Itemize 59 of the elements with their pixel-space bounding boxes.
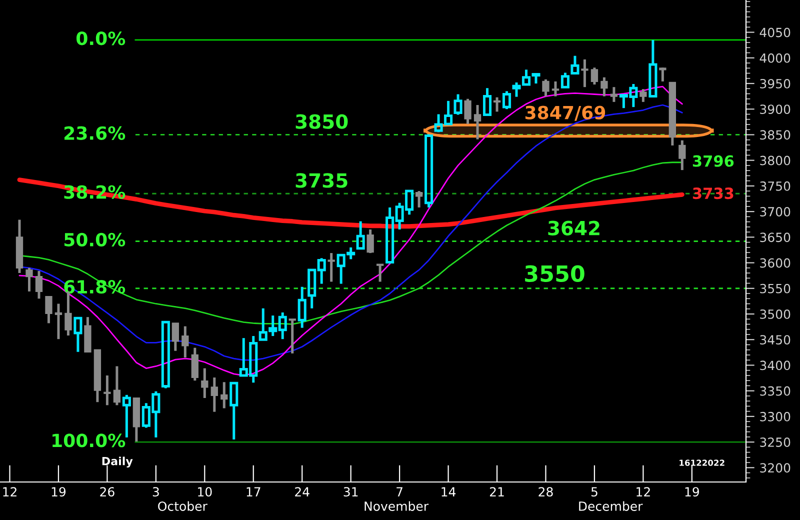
annotation: 23.6%: [64, 126, 126, 140]
y-tick-label: 3550: [760, 284, 790, 294]
ref-line-label: 3735: [296, 173, 348, 188]
y-tick-label: 3250: [760, 438, 790, 447]
y-tick-label: 3500: [760, 309, 790, 319]
x-tick-label: 28: [538, 487, 553, 497]
candlestick: [210, 376, 218, 414]
y-tick-label: 3800: [760, 156, 790, 166]
x-tick-label: 3: [152, 487, 159, 497]
candlestick: [328, 252, 335, 283]
y-tick-label: 3350: [760, 386, 790, 396]
ref-line-label: 3850: [296, 114, 348, 129]
y-tick-label: 3950: [760, 78, 790, 88]
y-tick-label: 4050: [760, 28, 790, 38]
text: December: [579, 501, 643, 511]
ref-line-label: 3642: [548, 220, 600, 236]
candlestick: [182, 325, 189, 359]
x-tick-label: 19: [685, 487, 699, 497]
x-tick-label: 26: [100, 487, 114, 497]
candlestick: [220, 380, 228, 410]
text: October: [158, 501, 208, 511]
x-tick-label: 24: [295, 487, 310, 496]
annotation: 3796: [692, 155, 734, 167]
annotation: 0.0%: [76, 32, 126, 46]
y-tick-label: 3700: [760, 207, 790, 216]
x-tick-label: 17: [246, 487, 260, 496]
y-tick-label: 3650: [760, 232, 790, 242]
annotation: 100.0%: [52, 434, 126, 448]
annotation: Daily: [102, 456, 133, 468]
annotation: 50.0%: [64, 232, 126, 246]
x-tick-label: 14: [442, 487, 456, 496]
y-tick-label: 3600: [760, 258, 790, 268]
text: November: [364, 501, 429, 511]
y-tick-label: 3900: [760, 104, 790, 114]
annotation: 16122022: [680, 460, 724, 466]
x-tick-label: 19: [52, 487, 66, 497]
candlestick: [581, 58, 588, 88]
y-tick-label: 3850: [760, 130, 790, 140]
x-tick-label: 7: [396, 487, 402, 496]
x-tick-label: 5: [591, 487, 598, 497]
candlestick: [201, 367, 208, 400]
band-label: 3847/69: [525, 106, 606, 121]
x-tick-label: 31: [344, 487, 358, 497]
y-tick-label: 3400: [760, 360, 790, 370]
annotation: 3733: [692, 188, 734, 200]
x-tick-label: 21: [490, 487, 504, 496]
candlestick: [552, 80, 560, 98]
candlestick: [104, 374, 111, 406]
x-tick-label: 10: [198, 487, 212, 497]
y-tick-label: 3750: [760, 181, 790, 191]
x-tick-label: 12: [3, 487, 16, 496]
y-tick-label: 3300: [760, 412, 790, 422]
candlestick: [54, 302, 62, 340]
y-tick-label: 3200: [760, 463, 790, 473]
candlestick: [474, 104, 482, 141]
y-tick-label: 4000: [760, 53, 790, 63]
ref-line-label: 3550: [525, 265, 584, 282]
x-tick-label: 12: [636, 487, 650, 496]
y-tick-label: 3450: [760, 335, 790, 345]
